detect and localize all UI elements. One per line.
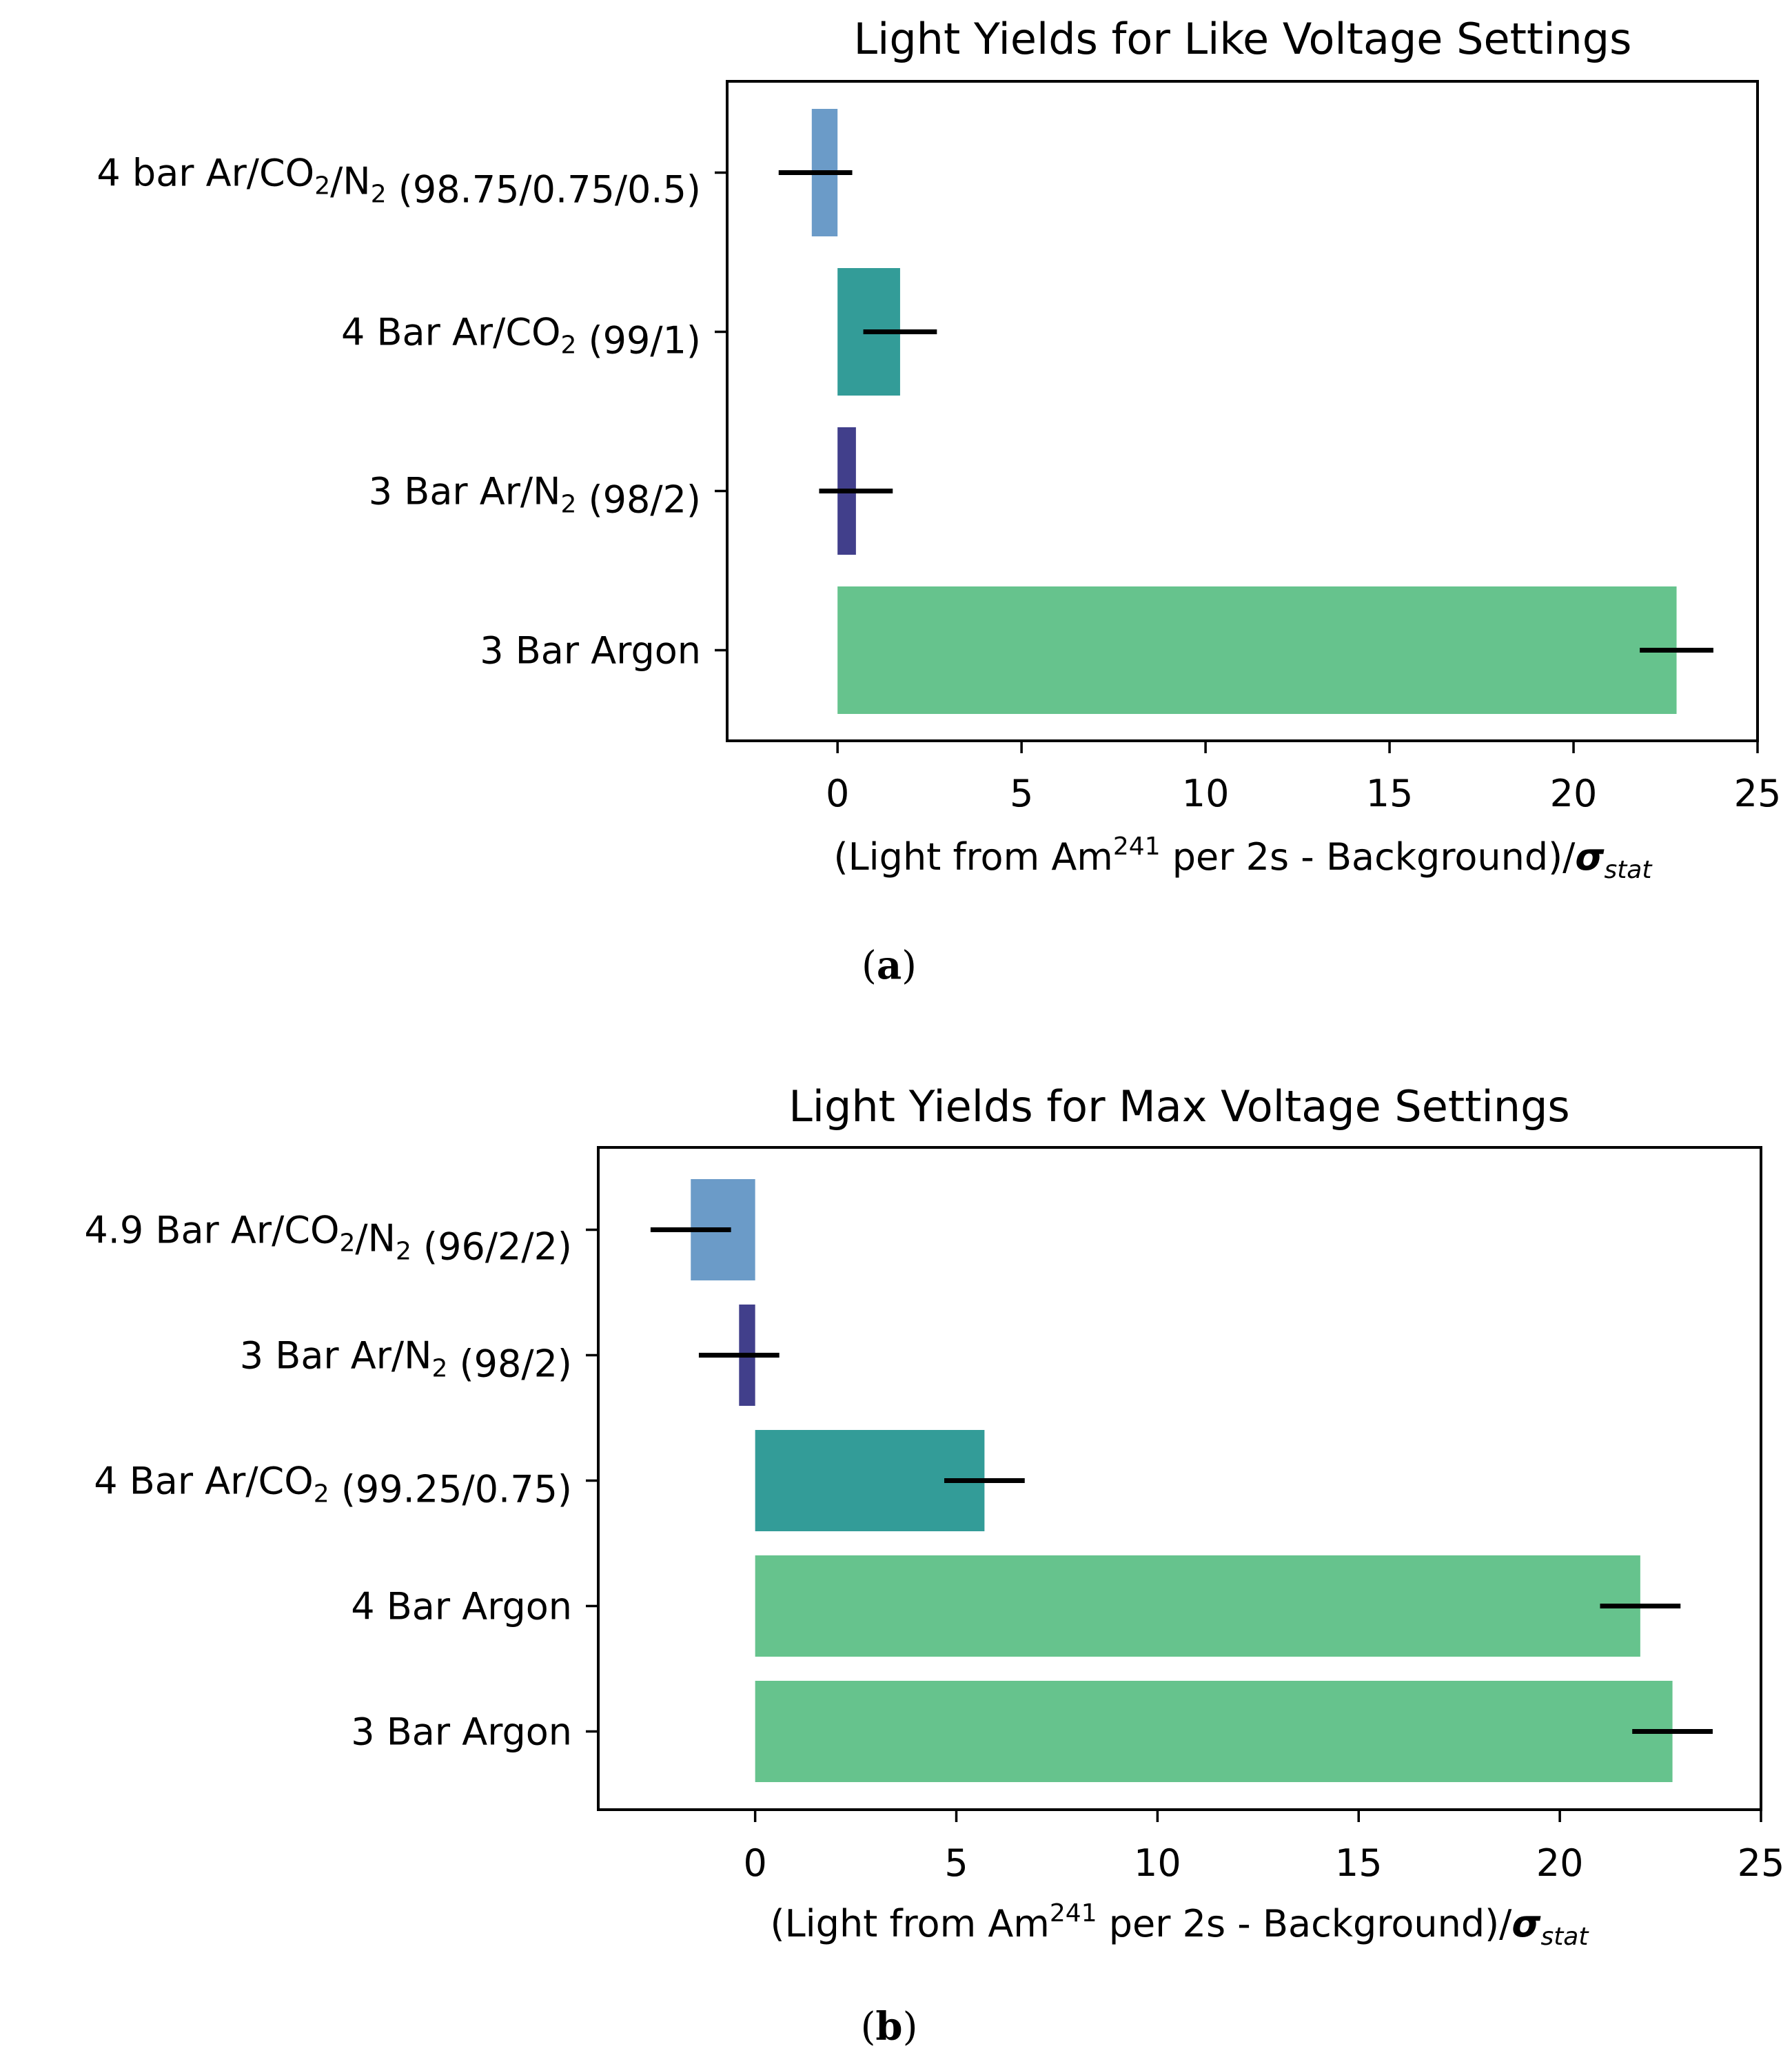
chart-title: Light Yields for Like Voltage Settings (854, 14, 1632, 64)
chart-panel-2: Light Yields for Max Voltage Settings 4.9… (84, 1081, 1784, 2049)
x-tick-label: 5 (944, 1841, 968, 1885)
category-label: 3 Bar Ar/N2 (98/2) (369, 470, 701, 522)
category-label: 4 Bar Argon (351, 1585, 572, 1628)
bar (755, 1555, 1640, 1657)
plot-frame (726, 80, 1759, 742)
x-tick-label: 15 (1335, 1841, 1383, 1885)
panel-caption: (a) (862, 943, 917, 988)
x-tick-label: 25 (1738, 1841, 1785, 1885)
x-tick-label: 20 (1550, 772, 1598, 815)
x-axis-label: (Light from Am241 per 2s - Background)/σ… (771, 1899, 1590, 1951)
bar (755, 1681, 1673, 1782)
x-tick-label: 0 (826, 772, 849, 815)
category-label: 4 Bar Ar/CO2 (99.25/0.75) (94, 1460, 572, 1511)
x-tick-label: 15 (1366, 772, 1414, 815)
bar (837, 586, 1677, 714)
x-tick-label: 25 (1734, 772, 1782, 815)
plot-frame (597, 1146, 1762, 1811)
category-label: 4 bar Ar/CO2/N2 (98.75/0.75/0.5) (96, 152, 701, 212)
chart-title: Light Yields for Max Voltage Settings (788, 1081, 1569, 1132)
category-label: 4 Bar Ar/CO2 (99/1) (341, 311, 701, 362)
chart-panel-1: Light Yields for Like Voltage Settings 4 … (96, 14, 1781, 988)
x-tick-label: 20 (1536, 1841, 1584, 1885)
category-label: 3 Bar Argon (351, 1710, 572, 1754)
category-label: 4.9 Bar Ar/CO2/N2 (96/2/2) (84, 1209, 572, 1269)
x-tick-label: 0 (743, 1841, 766, 1885)
x-tick-label: 5 (1010, 772, 1033, 815)
x-axis-label: (Light from Am241 per 2s - Background)/σ… (834, 832, 1653, 884)
x-tick-label: 10 (1182, 772, 1230, 815)
panel-caption: (b) (861, 2004, 918, 2049)
category-label: 3 Bar Argon (480, 629, 701, 673)
x-tick-label: 10 (1134, 1841, 1181, 1885)
category-label: 3 Bar Ar/N2 (98/2) (240, 1334, 572, 1386)
